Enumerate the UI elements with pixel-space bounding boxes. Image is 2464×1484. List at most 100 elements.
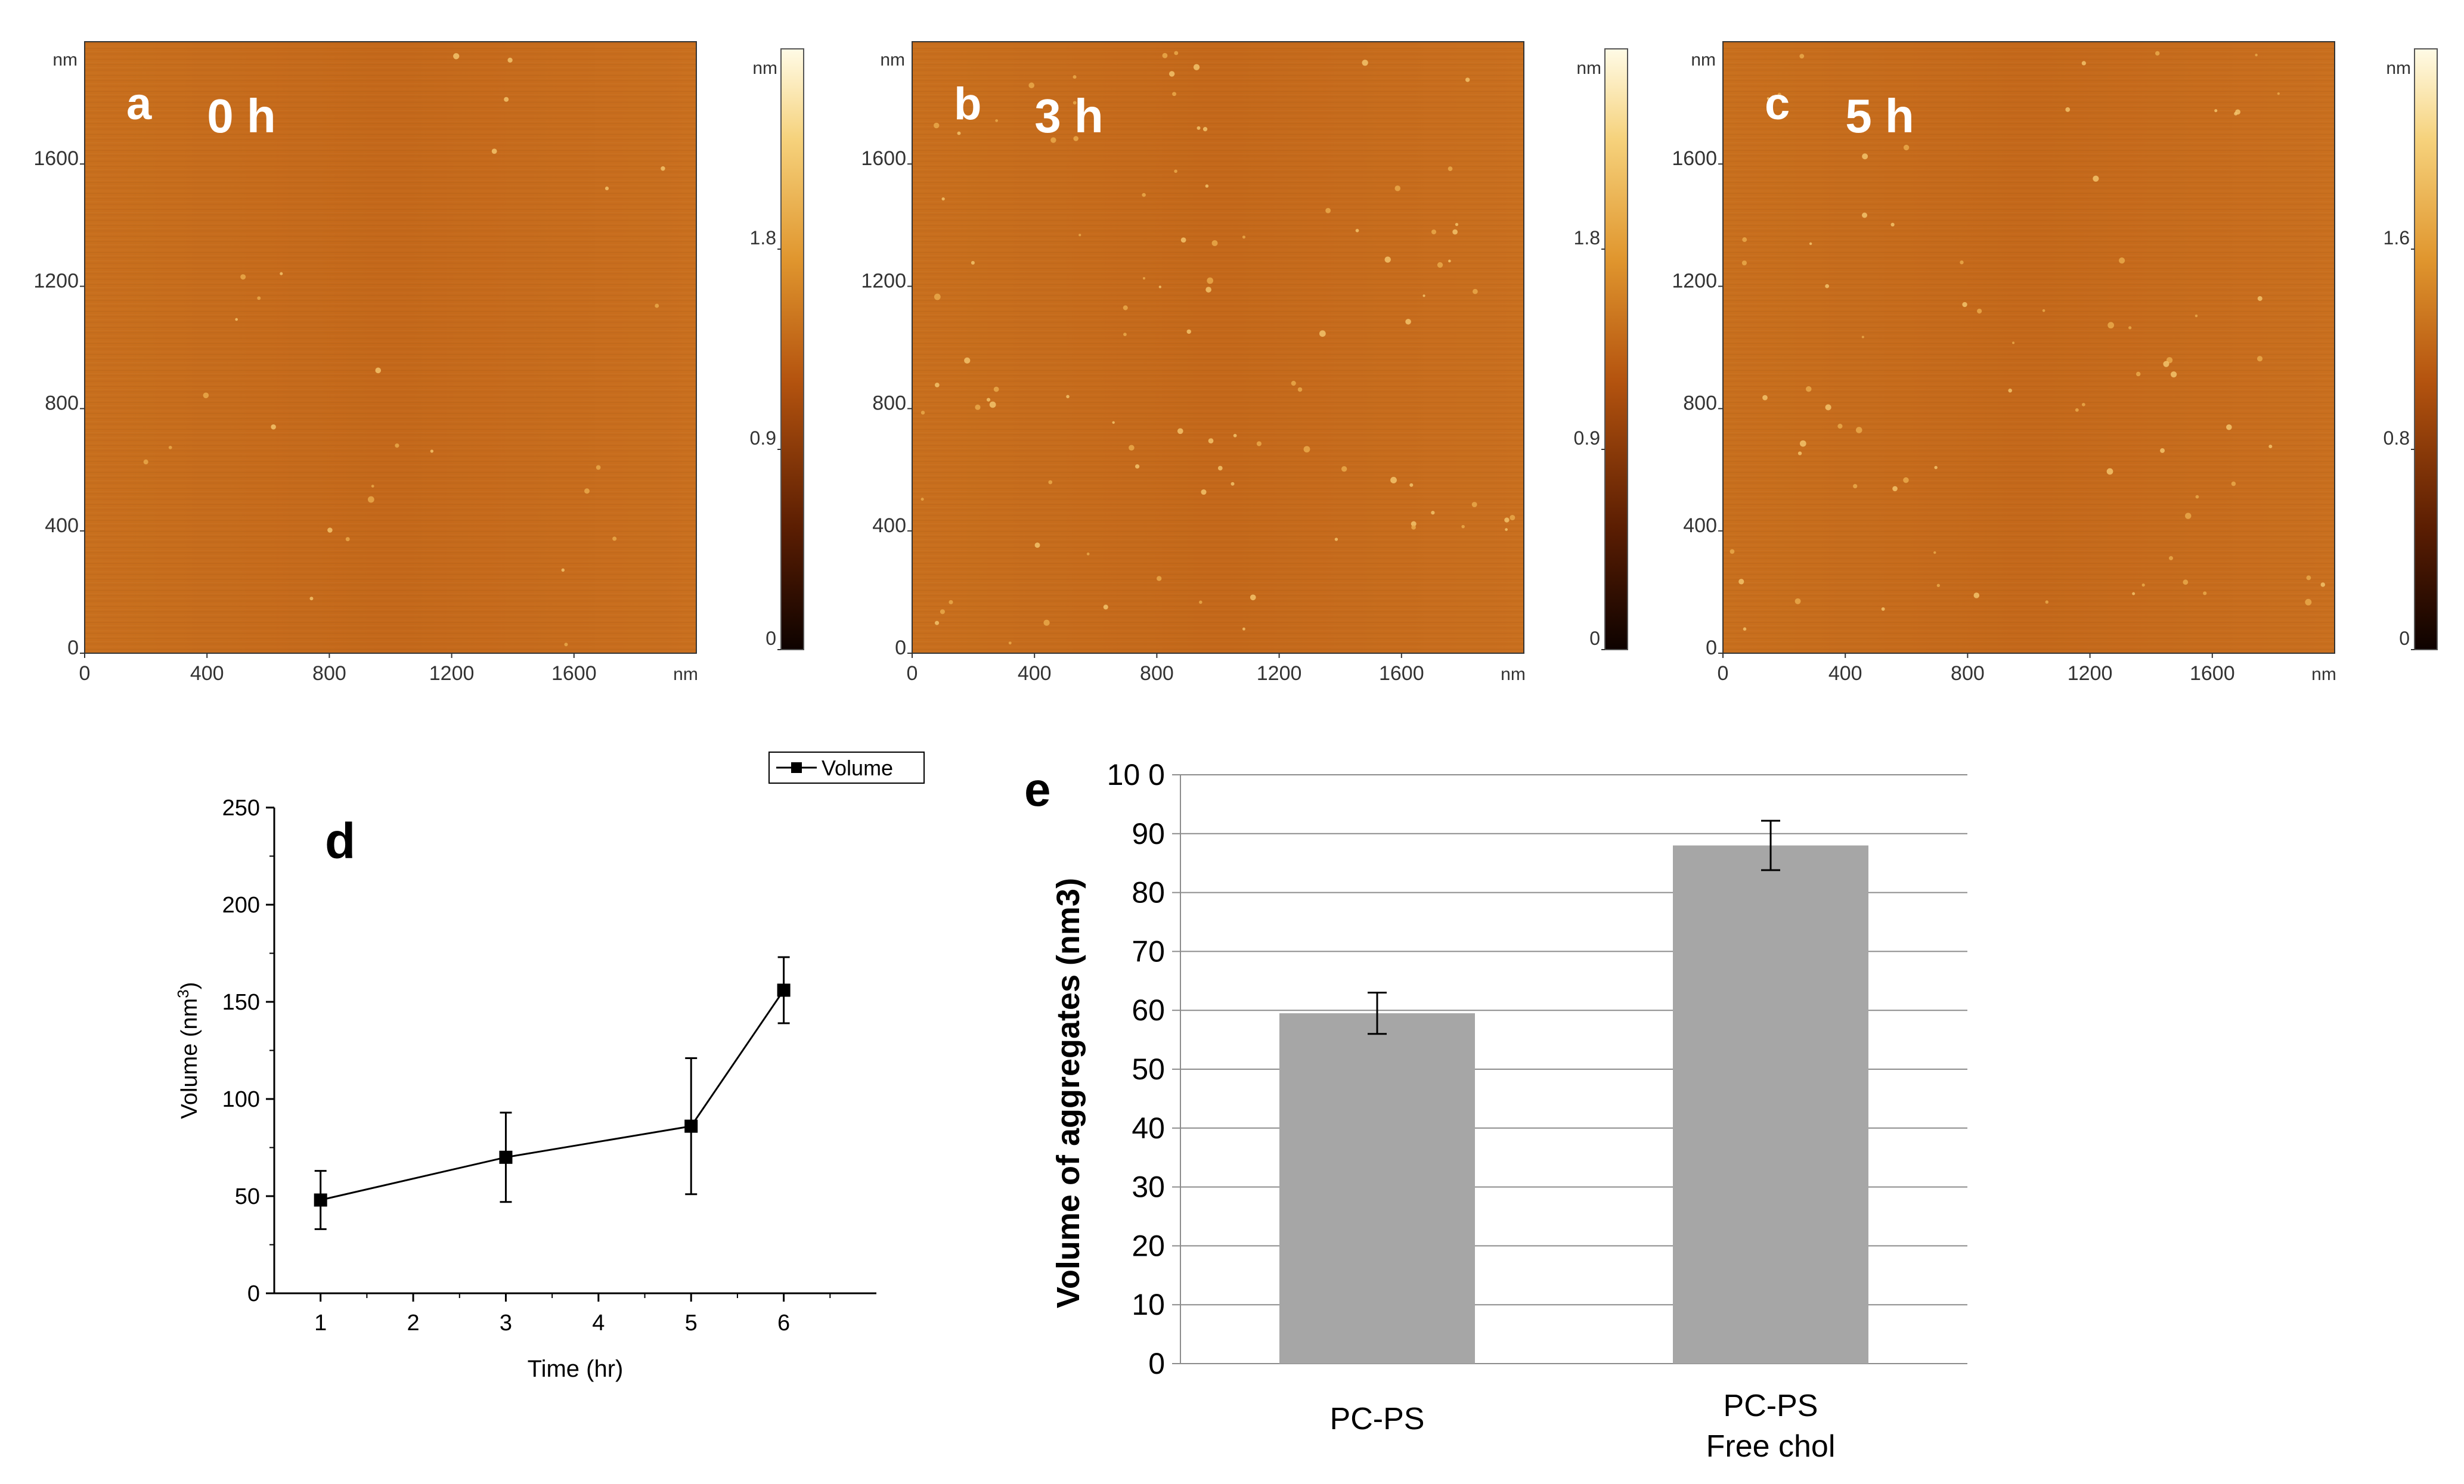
aggregate-dot [1319,330,1326,337]
x-tick-label: 4 [592,1311,605,1336]
aggregate-dot [1341,466,1347,472]
panel-e-bar-chart: 0 10 20 30 40 50 60 70 80 90 10 0 PC-PS PC-PS Free ch… [1024,758,1967,1464]
y-tick-label: 800 [1683,392,1717,415]
aggregate-dot [1112,421,1115,424]
aggregate-dot [1129,445,1135,451]
aggregate-dot [1201,489,1207,495]
aggregate-dot [1135,464,1140,469]
aggregate-dot [1384,256,1391,263]
aggregate-dot [1473,288,1478,294]
aggregate-dot [2045,600,2049,604]
afm-scanlines [912,42,1524,653]
aggregate-dot [375,367,382,374]
colorbar-unit: nm [2386,58,2411,78]
panel-d-line-chart: 0 50 100 150 200 250 1 2 3 4 5 6 Time (hr) Volume (nm… [174,752,925,1382]
x-tick-label: 800 [1140,662,1174,685]
x-tick-label: 1200 [1257,662,1302,685]
aggregate-dot [168,445,172,449]
aggregate-dot [271,424,276,430]
x-tick-label: 1200 [429,662,475,685]
aggregate-dot [1505,528,1508,531]
afm-aggregates [143,53,665,647]
aggregate-dot [1390,477,1397,484]
aggregate-dot [257,296,261,300]
aggregate-dot [941,197,945,201]
y-unit-label: nm [1691,50,1716,70]
category-label: Free chol [1706,1429,1836,1464]
aggregate-dot [240,274,246,280]
aggregate-dot [2168,556,2173,561]
aggregate-dot [1197,126,1201,130]
aggregate-dot [1431,229,1437,235]
x-tick-label: 400 [1828,662,1862,685]
y-tick-label: 10 [1132,1288,1165,1321]
aggregate-dot [975,404,981,410]
afm-aggregates [920,51,1515,645]
aggregate-dot [1231,482,1235,486]
aggregate-dot [2012,341,2015,344]
afm-frame [912,41,1524,654]
aggregate-dot [2226,424,2232,430]
y-tick-label: 50 [235,1184,260,1209]
bar-2 [1673,845,1868,1364]
x-tick-label: 6 [777,1311,790,1336]
aggregate-dot [2141,583,2145,587]
x-tick-label: 0 [907,662,918,685]
y-tick-label: 0 [247,1281,260,1306]
y-tick-label: 0 [67,637,79,659]
aggregate-dot [661,166,665,171]
aggregate-dot [2255,54,2258,57]
aggregate-dot [2305,598,2312,606]
aggregate-dot [1742,237,1747,243]
aggregate-dot [235,318,238,321]
aggregate-dot [1825,404,1831,411]
aggregate-dot [1073,136,1078,141]
aggregate-dot [1853,484,1858,489]
aggregate-dot [605,187,609,191]
aggregate-dot [1934,465,1938,470]
aggregate-dot [1048,480,1053,485]
y-axis-label-sup: 3 [174,989,192,998]
aggregate-dot [655,303,659,308]
y-tick-label: 1200 [861,269,906,292]
aggregate-dot [2155,51,2160,56]
aggregate-dot [584,488,590,494]
y-tick-label: 50 [1132,1053,1165,1086]
aggregate-dot [1157,576,1162,581]
colorbar-tick-label: 0 [2399,628,2410,649]
aggregate-dot [1073,75,1077,79]
aggregate-dot [1431,511,1435,515]
aggregate-dot [1008,641,1012,645]
y-tick-label: 800 [45,392,79,415]
aggregate-dot [1028,82,1035,89]
aggregate-dot [1864,112,1870,117]
y-tick-label: 400 [45,514,79,537]
x-unit-label: nm [2311,665,2336,684]
aggregate-dot [1465,77,1470,82]
y-tick-label: 200 [222,893,260,918]
legend-marker [791,762,802,773]
aggregate-dot [2170,371,2177,378]
aggregate-dot [1977,308,1982,314]
legend-label: Volume [822,756,893,780]
aggregate-dot [1777,92,1781,97]
aggregate-dot [993,386,999,392]
colorbar-tick-label: 0.9 [1574,427,1600,449]
aggregate-dot [1794,598,1801,604]
x-tick-label: 2 [407,1311,420,1336]
aggregate-dot [1123,305,1128,311]
aggregate-dot [203,392,209,399]
aggregate-dot [1169,71,1175,77]
aggregate-dot [1362,60,1368,66]
aggregate-dot [309,597,314,601]
x-tick-label: 1200 [2068,662,2113,685]
aggregate-dot [2183,579,2189,585]
y-tick-label: 400 [1683,514,1717,537]
aggregate-dot [1158,285,1161,288]
aggregate-dot [1242,235,1245,239]
aggregate-dot [1762,395,1768,401]
aggregate-dot [1855,427,1862,433]
aggregate-dot [1461,524,1465,529]
aggregate-dot [1437,262,1443,268]
x-tick-label: 1600 [2190,662,2235,685]
